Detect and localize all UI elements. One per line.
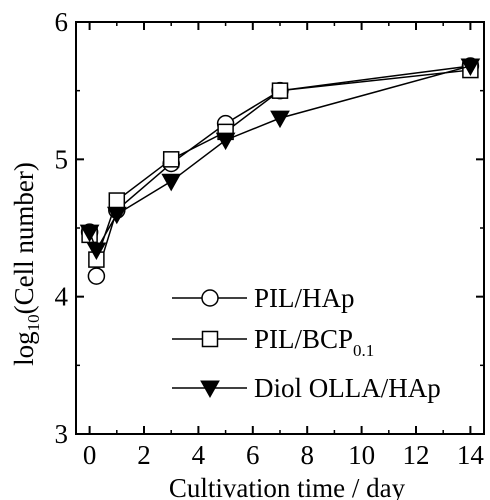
legend-marker	[201, 289, 219, 307]
series-layer	[79, 57, 481, 285]
x-axis: 0 2 4 6 8 10 12 14	[83, 22, 485, 470]
x-tick-label: 14	[457, 440, 485, 470]
data-point	[86, 242, 107, 260]
data-point	[270, 110, 290, 129]
data-point	[161, 173, 182, 192]
x-tick-label: 2	[137, 440, 151, 470]
data-point	[108, 192, 126, 209]
y-tick-label: 5	[55, 144, 69, 174]
legend-label: PIL/HAp	[254, 283, 355, 313]
x-axis-label: Cultivation time / day	[169, 473, 406, 500]
y-tick-label: 4	[55, 282, 69, 312]
x-tick-label: 12	[403, 440, 430, 470]
y-axis-label: log10(Cell number)	[9, 162, 43, 366]
series-triangle-down-filled	[79, 58, 481, 260]
data-point	[79, 224, 100, 243]
legend: PIL/HAp PIL/BCP0.1 Diol OLLA/HAp	[172, 283, 441, 403]
legend-label-text: PIL/HAp	[254, 283, 355, 313]
legend-label-subscript: 0.1	[353, 341, 374, 360]
y-axis-label-main: log	[9, 331, 39, 366]
x-tick-label: 10	[348, 440, 375, 470]
data-point	[215, 132, 236, 151]
legend-marker	[201, 330, 219, 348]
x-tick-label: 6	[246, 440, 260, 470]
legend-item: PIL/BCP0.1	[172, 324, 374, 360]
legend-item: Diol OLLA/HAp	[172, 373, 441, 403]
y-tick-label: 6	[55, 7, 69, 37]
y-axis-label-subscript: 10	[24, 314, 43, 331]
legend-label: Diol OLLA/HAp	[254, 373, 441, 403]
x-tick-label: 0	[83, 440, 97, 470]
data-point	[106, 206, 127, 225]
data-point	[162, 151, 180, 168]
legend-item: PIL/HAp	[172, 283, 355, 313]
legend-marker	[200, 380, 220, 399]
legend-label-text: PIL/BCP	[254, 324, 353, 354]
y-axis: 3 4 5 6	[55, 7, 484, 449]
data-point	[460, 58, 481, 76]
y-axis-label-rest: (Cell number)	[9, 162, 39, 314]
series-square-open	[81, 61, 479, 268]
data-point	[87, 267, 106, 285]
x-tick-label: 8	[300, 440, 314, 470]
legend-label: PIL/BCP0.1	[254, 324, 374, 360]
legend-label-text: Diol OLLA/HAp	[254, 373, 441, 403]
x-tick-label: 4	[192, 440, 206, 470]
data-point	[271, 82, 289, 99]
y-tick-label: 3	[55, 419, 69, 449]
